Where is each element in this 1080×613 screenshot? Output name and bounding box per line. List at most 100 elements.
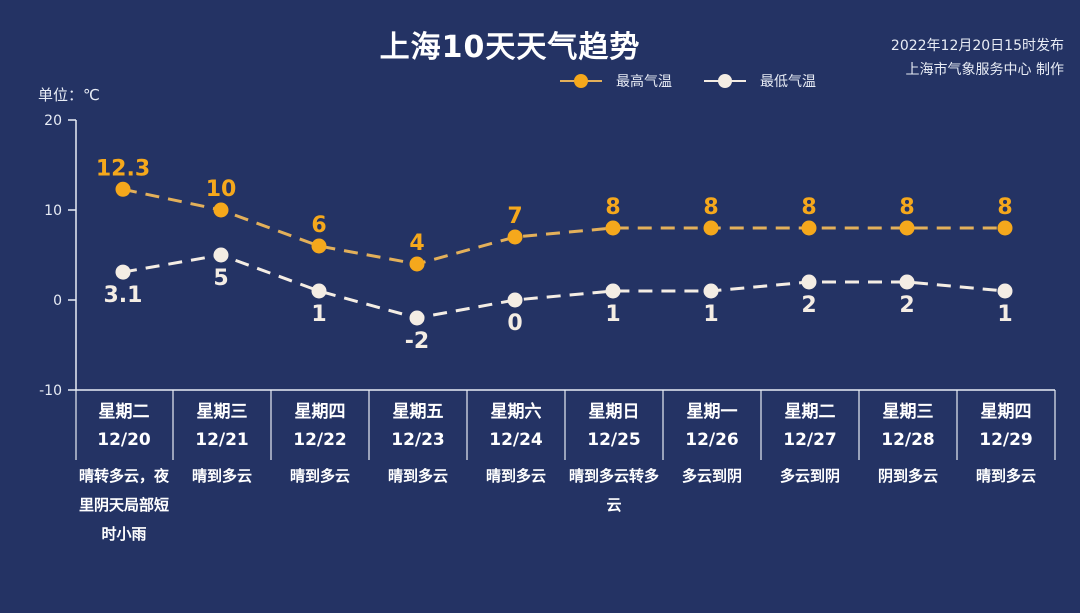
y-tick-label: -10: [39, 383, 62, 399]
day-column: 星期三 12/21 晴到多云: [173, 391, 271, 549]
weather-description: 晴到多云: [975, 467, 1036, 485]
data-label: 7: [507, 204, 522, 229]
data-point: [507, 229, 523, 245]
data-point: [899, 220, 915, 236]
data-label: 6: [311, 213, 326, 238]
weather-description: 晴到多云: [485, 467, 546, 485]
data-label: 2: [899, 293, 914, 318]
data-label: 0: [507, 311, 522, 336]
data-point: [997, 283, 1013, 299]
day-date: 12/20: [97, 430, 151, 450]
day-column: 星期一 12/26 多云到阴: [663, 391, 761, 549]
day-of-week: 星期三: [196, 402, 248, 422]
day-column: 星期日 12/25 晴到多云转多云: [565, 391, 663, 549]
data-label: 10: [206, 177, 237, 202]
data-label: 3.1: [104, 283, 143, 308]
chart-title: 上海10天天气趋势: [379, 30, 641, 65]
data-point: [801, 274, 817, 290]
weather-description: 晴到多云: [387, 467, 448, 485]
data-label: 8: [801, 195, 816, 220]
day-columns: 星期二 12/20 晴转多云，夜里阴天局部短时小雨 星期三 12/21 晴到多云 星期四 12…: [75, 391, 1055, 549]
legend-item-high: 最高气温: [560, 71, 672, 91]
data-point: [213, 247, 229, 263]
day-header: 星期二 12/27: [761, 391, 859, 461]
data-label: 8: [997, 195, 1012, 220]
day-column: 星期二 12/20 晴转多云，夜里阴天局部短时小雨: [75, 391, 173, 549]
day-column: 星期四 12/22 晴到多云: [271, 391, 369, 549]
data-label: 1: [703, 302, 718, 327]
day-of-week: 星期四: [294, 402, 346, 422]
day-column: 星期五 12/23 晴到多云: [369, 391, 467, 549]
weather-description: 晴到多云: [289, 467, 350, 485]
data-point: [899, 274, 915, 290]
chart-legend: 最高气温 最低气温: [560, 70, 848, 92]
data-point: [997, 220, 1013, 236]
day-of-week: 星期三: [882, 402, 934, 422]
weather-description: 晴到多云转多云: [569, 467, 660, 514]
data-label: 8: [899, 195, 914, 220]
y-tick-label: 0: [53, 293, 62, 309]
day-column: 星期三 12/28 阴到多云: [859, 391, 957, 549]
day-date: 12/25: [587, 430, 641, 450]
data-label: 1: [605, 302, 620, 327]
day-of-week: 星期六: [490, 402, 542, 422]
data-label: 5: [213, 266, 228, 291]
day-of-week: 星期二: [98, 402, 150, 422]
data-point: [605, 283, 621, 299]
day-date: 12/22: [293, 430, 347, 450]
unit-label: 单位：℃: [38, 86, 100, 104]
data-point: [409, 256, 425, 272]
weather-description: 阴到多云: [877, 467, 938, 485]
day-header: 星期一 12/26: [663, 391, 761, 461]
day-date: 12/21: [195, 430, 249, 450]
day-of-week: 星期四: [980, 402, 1032, 422]
day-date: 12/23: [391, 430, 445, 450]
weather-description: 多云到阴: [681, 467, 742, 485]
weather-description: 晴到多云: [191, 467, 252, 485]
data-point: [115, 264, 131, 280]
data-point: [703, 220, 719, 236]
day-of-week: 星期日: [588, 402, 640, 422]
day-of-week: 星期五: [392, 402, 444, 422]
data-label: 12.3: [96, 156, 150, 181]
line-marker-icon: [560, 72, 602, 90]
data-label: 8: [605, 195, 620, 220]
data-point: [703, 283, 719, 299]
data-point: [115, 181, 131, 197]
publisher: 上海市气象服务中心 制作: [905, 62, 1064, 78]
day-header: 星期三 12/21: [173, 391, 271, 461]
data-label: 4: [409, 231, 424, 256]
legend-item-low: 最低气温: [704, 71, 816, 91]
weather-description: 晴转多云，夜里阴天局部短时小雨: [79, 467, 170, 543]
publish-time: 2022年12月20日15时发布: [890, 38, 1064, 54]
day-column: 星期二 12/27 多云到阴: [761, 391, 859, 549]
day-header: 星期六 12/24: [467, 391, 565, 461]
data-point: [311, 283, 327, 299]
day-header: 星期四 12/29: [957, 391, 1055, 461]
day-header: 星期日 12/25: [565, 391, 663, 461]
series-line: [122, 253, 1006, 320]
data-label: 1: [311, 302, 326, 327]
data-point: [213, 202, 229, 218]
data-point: [801, 220, 817, 236]
data-point: [311, 238, 327, 254]
day-header: 星期五 12/23: [369, 391, 467, 461]
line-marker-icon: [704, 72, 746, 90]
day-date: 12/26: [685, 430, 739, 450]
series-line: [122, 187, 1005, 266]
day-date: 12/24: [489, 430, 543, 450]
data-label: -2: [405, 329, 429, 354]
data-point: [409, 310, 425, 326]
day-of-week: 星期一: [686, 402, 738, 422]
data-point: [605, 220, 621, 236]
day-column: 星期四 12/29 晴到多云: [957, 391, 1055, 549]
day-header: 星期四 12/22: [271, 391, 369, 461]
data-label: 8: [703, 195, 718, 220]
day-date: 12/29: [979, 430, 1033, 450]
data-label: 1: [997, 302, 1012, 327]
y-tick-label: 10: [44, 203, 62, 219]
day-date: 12/27: [783, 430, 837, 450]
day-of-week: 星期二: [784, 402, 836, 422]
legend-label-high: 最高气温: [616, 74, 672, 90]
